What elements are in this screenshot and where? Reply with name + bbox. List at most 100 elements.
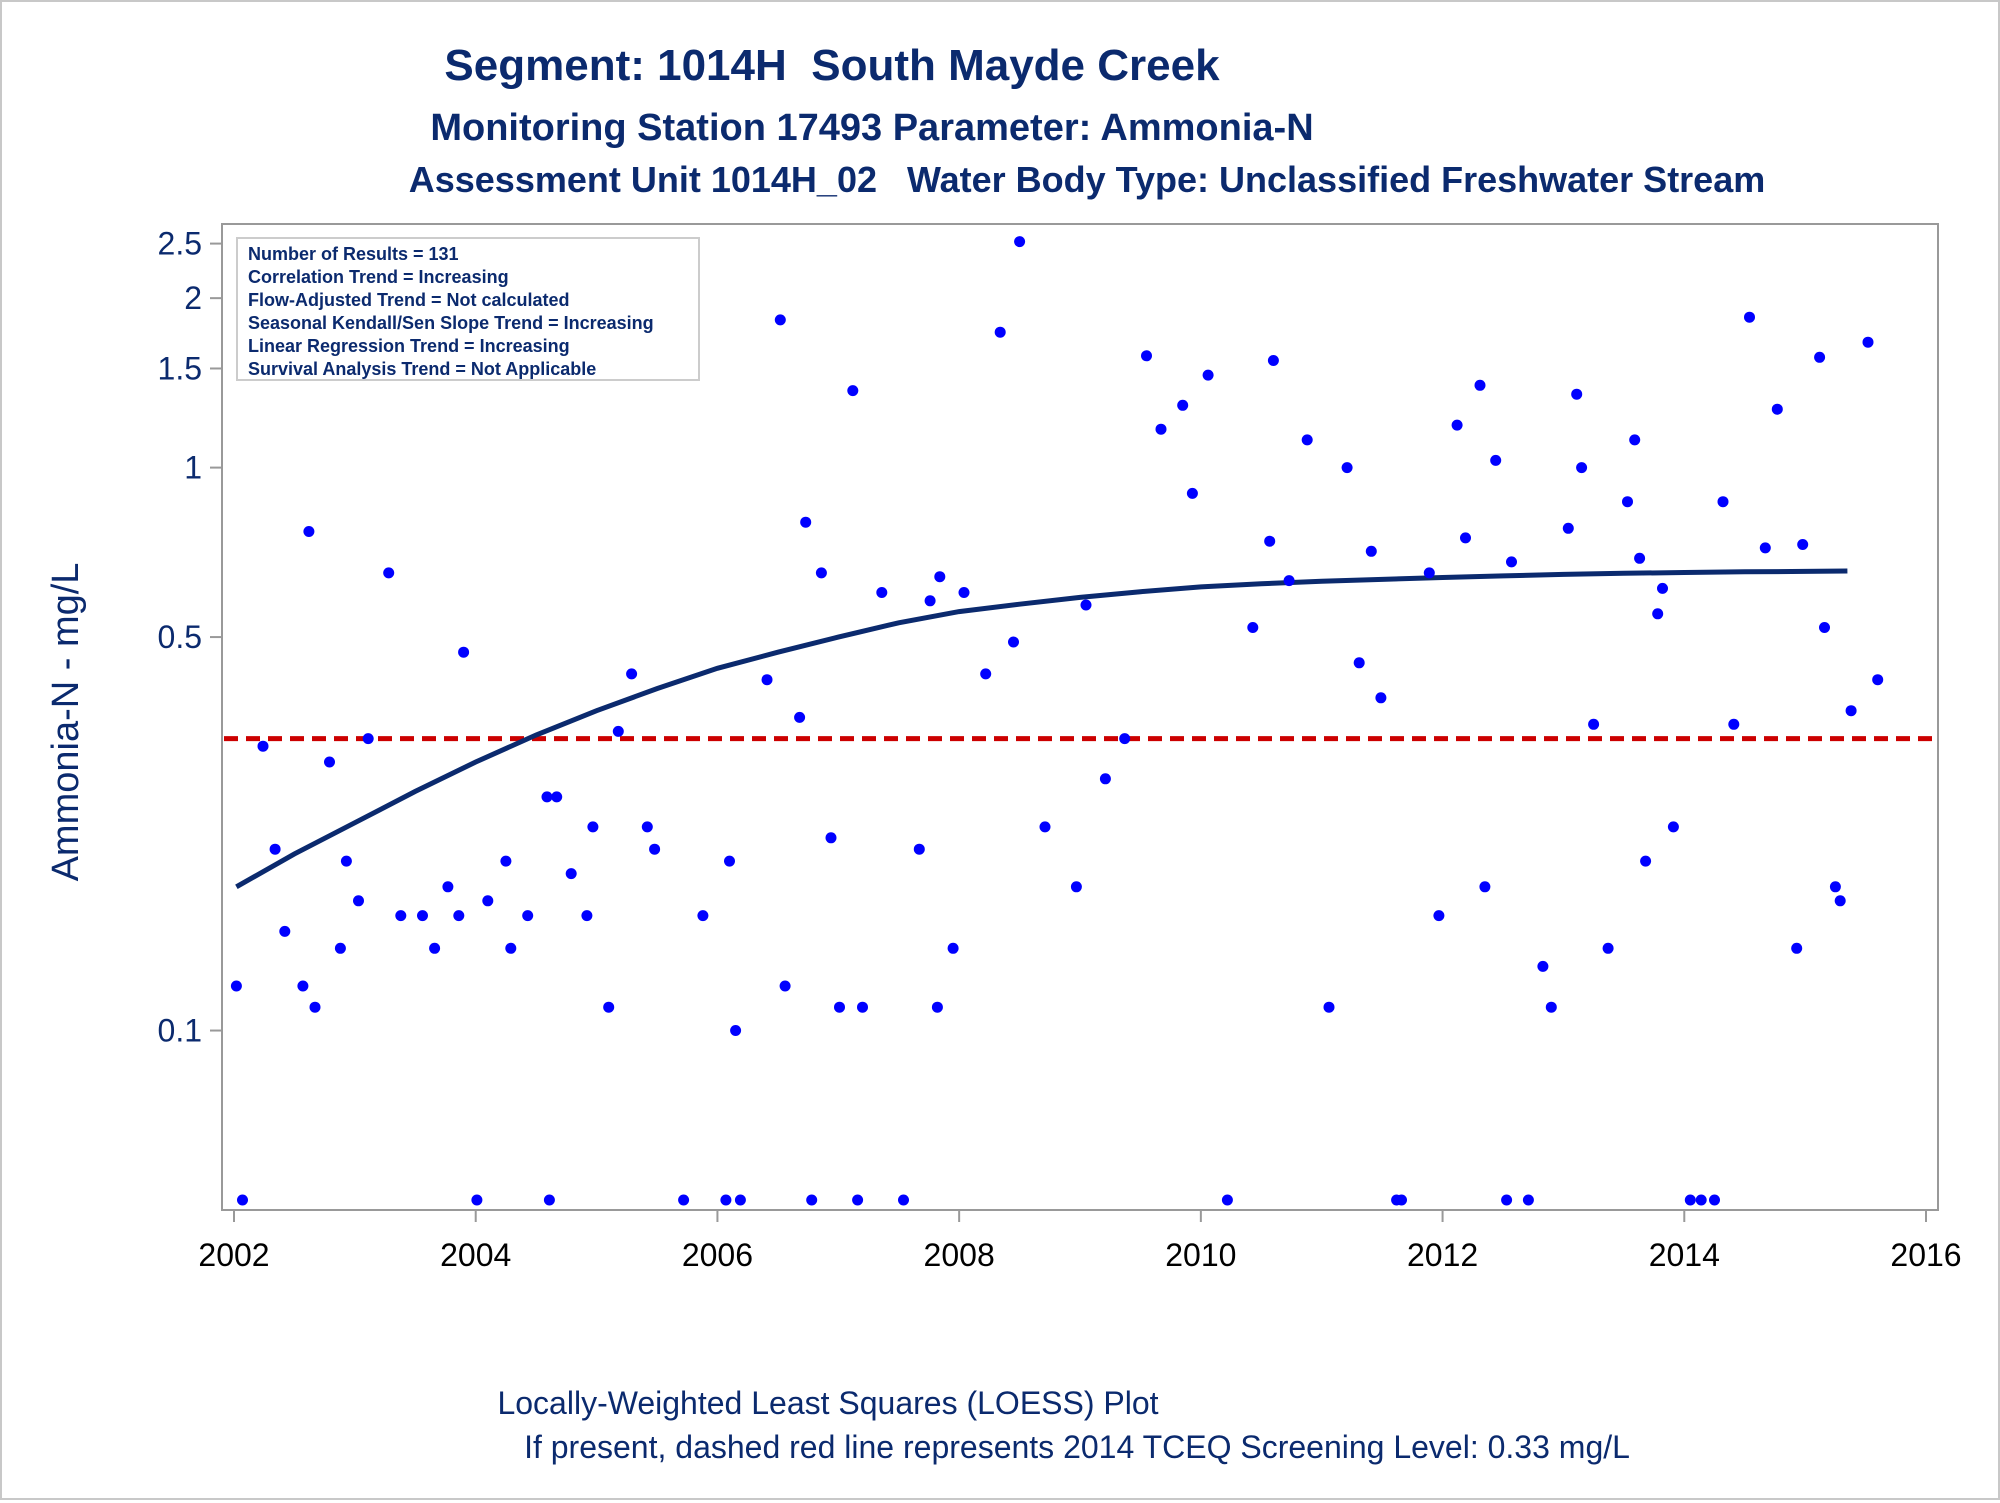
- data-point: [1571, 388, 1583, 400]
- data-point: [1247, 622, 1259, 633]
- data-point: [1717, 496, 1729, 508]
- data-point: [1375, 692, 1387, 704]
- data-point: [913, 843, 925, 855]
- data-point: [303, 526, 315, 537]
- data-point: [924, 595, 936, 607]
- data-point: [800, 516, 812, 528]
- data-point: [876, 587, 888, 598]
- data-point: [1862, 336, 1874, 348]
- data-point: [1365, 545, 1377, 557]
- data-point: [1267, 355, 1279, 366]
- data-point: [1221, 1194, 1233, 1206]
- data-point: [697, 910, 709, 922]
- data-point: [1829, 881, 1841, 893]
- data-point: [395, 910, 407, 922]
- data-point: [1522, 1194, 1534, 1206]
- data-point: [724, 855, 735, 867]
- y-axis-label: Ammonia-N - mg/L: [45, 563, 87, 882]
- y-tick-label: 1.5: [158, 350, 202, 386]
- data-point: [541, 791, 553, 803]
- data-point: [1433, 910, 1445, 922]
- x-tick-label: 2012: [1407, 1237, 1478, 1273]
- data-point: [857, 1001, 868, 1013]
- data-point: [1588, 718, 1600, 730]
- x-tick-label: 2010: [1165, 1237, 1236, 1273]
- data-point: [340, 855, 352, 867]
- data-point: [482, 895, 494, 907]
- data-point: [898, 1194, 909, 1206]
- footnote-loess: Locally-Weighted Least Squares (LOESS) P…: [497, 1385, 1158, 1421]
- data-point: [1177, 399, 1189, 411]
- data-point: [500, 855, 512, 867]
- data-point: [626, 668, 638, 680]
- stats-box: Number of Results = 131 Correlation Tren…: [236, 237, 700, 381]
- x-tick-label: 2006: [682, 1237, 753, 1273]
- data-point: [641, 821, 653, 833]
- data-point: [806, 1194, 818, 1206]
- data-point: [603, 1001, 615, 1013]
- x-tick-label: 2016: [1890, 1237, 1961, 1273]
- data-point: [1667, 821, 1679, 833]
- data-point: [1080, 599, 1092, 611]
- x-tick-label: 2014: [1649, 1237, 1720, 1273]
- data-point: [522, 910, 534, 922]
- data-point: [1872, 674, 1884, 686]
- x-tick-label: 2002: [198, 1237, 269, 1273]
- data-point: [1323, 1001, 1335, 1013]
- stats-line: Survival Analysis Trend = Not Applicable: [248, 359, 596, 379]
- data-point: [458, 646, 470, 658]
- stats-box-border: [236, 237, 700, 381]
- data-point: [279, 925, 291, 937]
- data-point: [794, 711, 806, 723]
- data-point: [1451, 419, 1463, 431]
- data-point: [442, 881, 454, 893]
- data-point: [734, 1194, 746, 1206]
- x-tick-label: 2008: [924, 1237, 995, 1273]
- data-point: [353, 895, 364, 907]
- data-point: [1479, 881, 1491, 893]
- data-point: [1014, 236, 1026, 248]
- data-point: [678, 1194, 690, 1206]
- data-point: [324, 756, 335, 768]
- data-point: [931, 1001, 943, 1013]
- data-point: [1202, 369, 1214, 381]
- data-point: [612, 725, 624, 737]
- data-point: [1119, 733, 1131, 745]
- data-point: [1506, 556, 1517, 568]
- data-point: [980, 668, 992, 680]
- y-tick-label: 0.5: [158, 619, 202, 655]
- stats-line: Linear Regression Trend = Increasing: [248, 336, 570, 356]
- data-point: [852, 1194, 864, 1206]
- data-point: [1845, 705, 1857, 717]
- data-point: [1797, 539, 1809, 550]
- chart-subtitle-2: Assessment Unit 1014H_02 Water Body Type…: [409, 159, 1766, 200]
- data-point: [1622, 496, 1633, 508]
- data-point: [383, 567, 395, 579]
- data-point: [505, 942, 517, 954]
- data-point: [774, 314, 786, 326]
- data-point: [237, 1194, 248, 1206]
- data-point: [1070, 881, 1082, 893]
- data-point: [1396, 1194, 1407, 1206]
- data-point: [230, 980, 242, 992]
- data-point: [417, 910, 428, 922]
- data-point: [1264, 535, 1276, 547]
- data-point: [581, 910, 593, 922]
- data-point: [1537, 960, 1549, 972]
- data-point: [1629, 434, 1641, 446]
- data-points: [230, 236, 1884, 1206]
- data-point: [551, 791, 563, 803]
- loess-curve: [235, 568, 1848, 889]
- data-point: [1771, 403, 1783, 415]
- y-tick-label: 2.5: [158, 226, 202, 262]
- x-tick-label: 2004: [440, 1237, 511, 1273]
- stats-line: Number of Results = 131: [248, 244, 459, 264]
- data-point: [815, 567, 827, 579]
- data-point: [1186, 487, 1198, 499]
- data-point: [1039, 821, 1051, 833]
- data-point: [847, 385, 859, 397]
- data-point: [1460, 532, 1471, 544]
- data-point: [649, 843, 661, 855]
